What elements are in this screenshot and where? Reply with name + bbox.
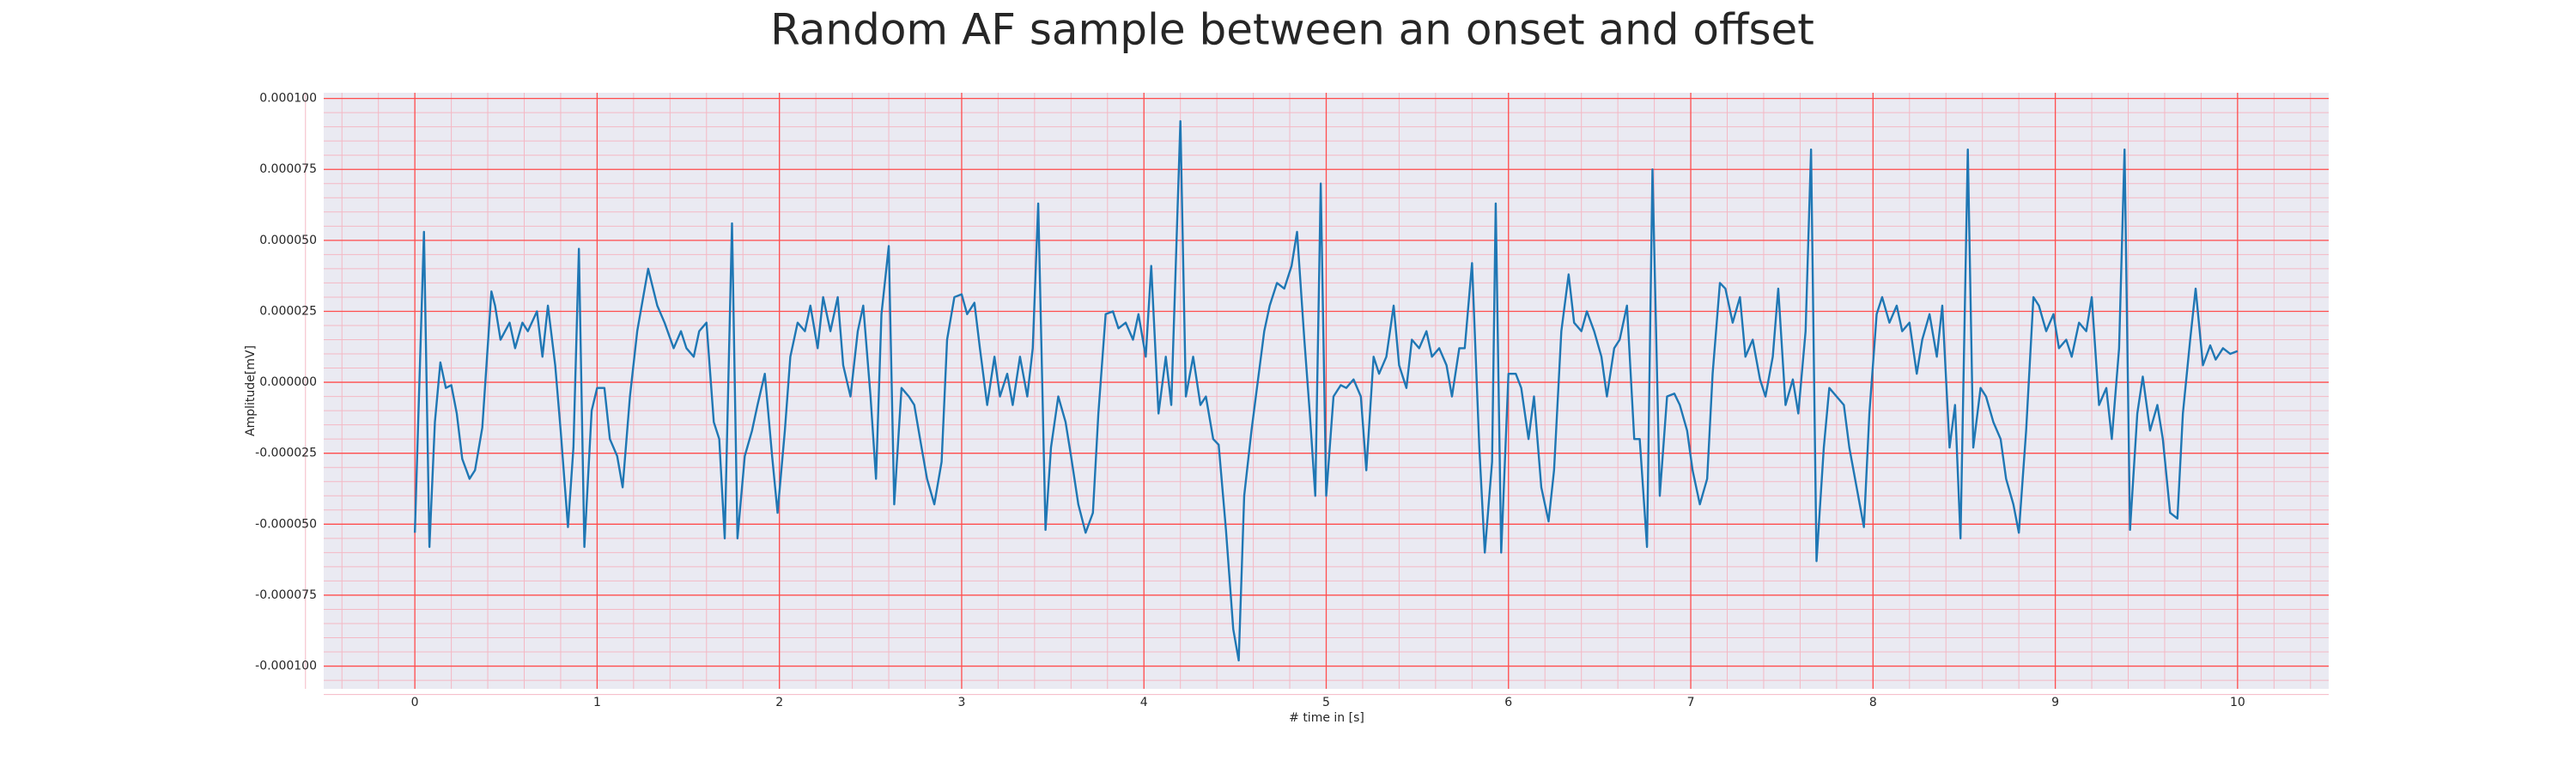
x-tick-label: 3 [957,696,965,709]
y-tick-label: 0.000050 [259,234,317,247]
y-axis-label: Amplitude[mV] [244,345,258,436]
x-axis-label: # time in [s] [1289,711,1364,725]
x-tick-label: 6 [1504,696,1512,709]
x-tick-label: 9 [2051,696,2059,709]
x-tick-label: 8 [1869,696,1877,709]
x-tick-label: 10 [2230,696,2245,709]
signal-line [413,119,2239,662]
x-tick-label: 1 [593,696,601,709]
y-tick-label: 0.000025 [259,304,317,318]
y-tick-label: -0.000050 [255,517,317,531]
x-tick-label: 2 [775,696,783,709]
y-tick-label: -0.000025 [255,447,317,460]
x-tick-label: 0 [411,696,419,709]
y-tick-label: -0.000075 [255,588,317,602]
y-tick-label: 0.000075 [259,162,317,176]
y-tick-label: 0.000100 [259,92,317,106]
x-tick-label: 7 [1687,696,1695,709]
y-tick-label: -0.000100 [255,660,317,673]
x-tick-label: 4 [1140,696,1148,709]
chart-title: Random AF sample between an onset and of… [770,5,1814,55]
y-tick-label: 0.000000 [259,375,317,389]
x-tick-label: 5 [1322,696,1330,709]
